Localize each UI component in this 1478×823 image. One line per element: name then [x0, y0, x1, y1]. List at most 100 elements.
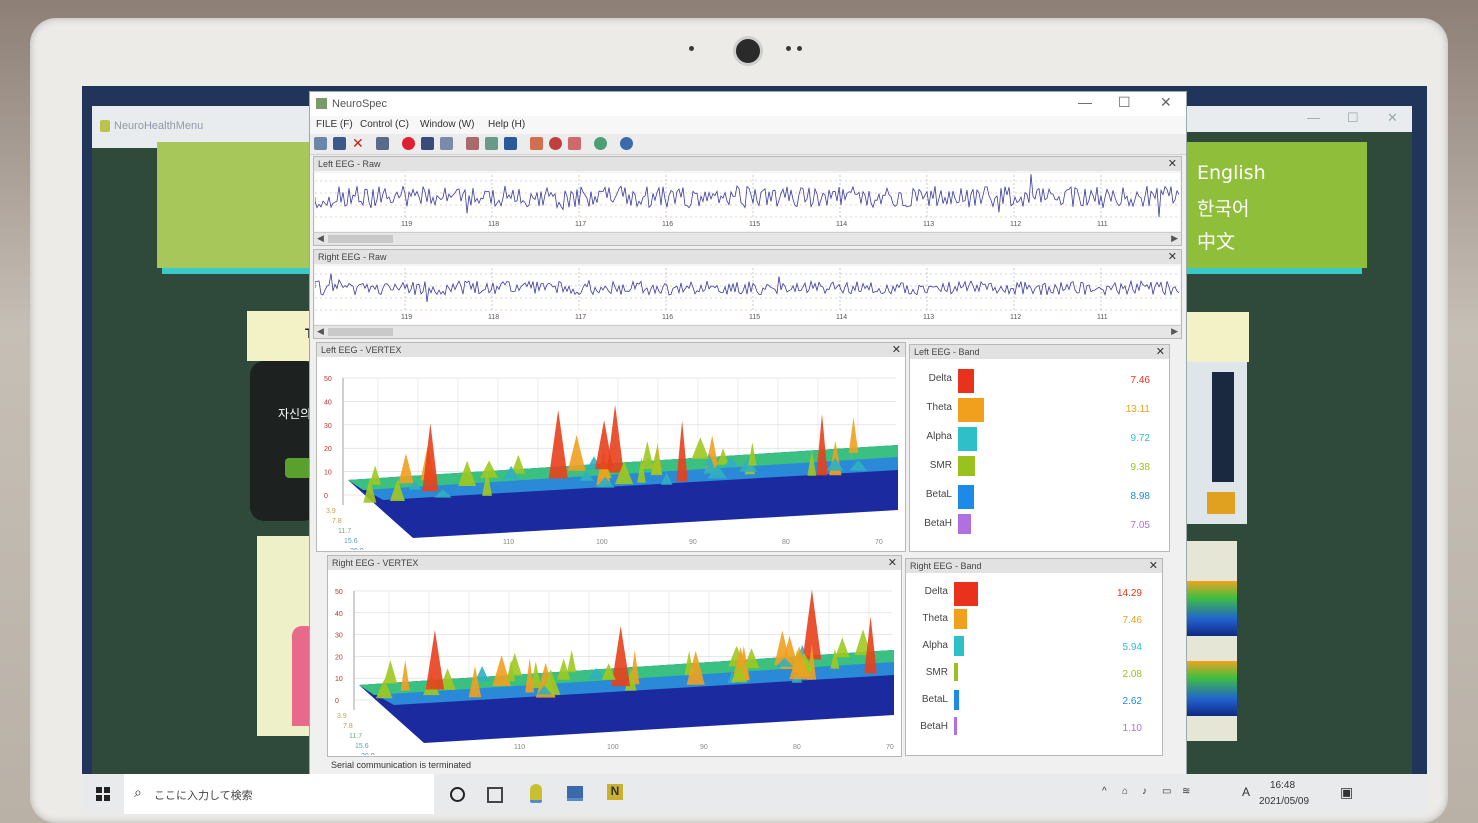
neurospec-taskbar-icon[interactable] — [567, 786, 583, 801]
y-tick-label: 0 — [324, 493, 328, 500]
neurohealth-taskbar-icon[interactable] — [530, 784, 542, 803]
band-bar-delta — [958, 369, 974, 393]
language-english[interactable]: English — [1197, 162, 1266, 184]
spectrum-peak — [511, 454, 526, 474]
band-label-smr: SMR — [925, 667, 948, 678]
spectrum-peak — [748, 442, 757, 466]
close-icon[interactable]: ✕ — [887, 557, 897, 569]
monitor-icon[interactable] — [504, 137, 517, 150]
spectrum-peak — [731, 664, 748, 683]
scroll-right-icon[interactable]: ▶ — [1171, 326, 1178, 336]
close-icon[interactable]: ✕ — [1167, 251, 1177, 263]
close-icon[interactable]: ✕ — [1148, 560, 1158, 572]
band-bar-theta — [958, 398, 984, 422]
grid-icon[interactable] — [530, 137, 543, 150]
x-tick-label: 70 — [875, 539, 883, 546]
waveform-background — [315, 173, 1180, 231]
cortana-icon[interactable] — [450, 787, 465, 802]
spectrum-icon[interactable] — [568, 137, 581, 150]
tray-chevron-icon[interactable]: ^ — [1102, 786, 1107, 797]
band-value-theta: 13.11 — [1125, 404, 1150, 415]
scroll-left-icon[interactable]: ◀ — [317, 326, 324, 336]
clock-time[interactable]: 16:48 — [1270, 780, 1296, 791]
search-input[interactable]: ここに入力して検索 — [154, 789, 253, 802]
band-label-betah: BetaH — [920, 721, 948, 732]
taskbar-search[interactable]: ⌕ ここに入力して検索 — [124, 774, 434, 814]
menu-help[interactable]: Help (H) — [488, 119, 526, 130]
n-app-taskbar-icon[interactable]: N — [607, 784, 623, 800]
minimize-icon[interactable]: — — [1307, 110, 1320, 125]
spectrum-peak — [802, 589, 822, 660]
depth-tick-label: 3.9 — [326, 508, 336, 515]
band-value-delta: 14.29 — [1116, 588, 1142, 599]
tick-label: 118 — [488, 221, 499, 228]
close-button[interactable]: ✕ — [1160, 94, 1172, 110]
scroll-right-icon[interactable]: ▶ — [1171, 233, 1178, 243]
palette-icon[interactable] — [549, 137, 562, 150]
graph-icon[interactable] — [485, 137, 498, 150]
spectrum-peak — [375, 679, 393, 699]
print-icon[interactable] — [376, 137, 389, 150]
record-icon[interactable] — [402, 137, 415, 150]
start-icon[interactable] — [96, 787, 110, 801]
stop-icon[interactable] — [421, 137, 434, 150]
spectrum-peak — [807, 450, 817, 476]
network-icon[interactable]: ⌂ — [1122, 786, 1129, 797]
task-view-icon[interactable] — [487, 787, 503, 803]
tick-label: 112 — [1010, 314, 1021, 321]
scroll-left-icon[interactable]: ◀ — [317, 233, 324, 243]
spectrum-peak — [775, 657, 794, 667]
language-chinese[interactable]: 中文 — [1197, 231, 1236, 253]
3d-spectrum-chart: 504030201003.97.811.715.620.028.11101009… — [324, 376, 898, 550]
menu-card-left-top[interactable]: Te — [247, 311, 320, 361]
3d-spectrum-chart: 504030201003.97.811.715.620.028.11101009… — [335, 589, 894, 755]
volume-icon[interactable]: ♪ — [1142, 786, 1147, 797]
delete-icon[interactable]: ✕ — [352, 135, 364, 151]
spectrum-peak — [383, 660, 398, 684]
pause-icon[interactable] — [440, 137, 453, 150]
band-label-betah: BetaH — [924, 518, 952, 529]
banner-left — [157, 142, 322, 268]
battery-icon[interactable]: ▭ — [1162, 786, 1172, 797]
right-eeg-raw-panel: Right EEG - Raw ✕ 119 118 117 116 115 114 113 1… — [313, 249, 1182, 339]
x-tick-label: 100 — [596, 539, 608, 546]
maximize-icon[interactable]: ☐ — [1347, 110, 1359, 125]
band-value-smr: 9.38 — [1130, 462, 1150, 473]
close-icon[interactable]: ✕ — [891, 344, 901, 356]
minimize-button[interactable]: — — [1078, 94, 1092, 110]
menu-window[interactable]: Window (W) — [420, 119, 475, 130]
tick-label: 116 — [662, 221, 673, 228]
maximize-button[interactable]: ☐ — [1118, 94, 1131, 110]
panel-title: Left EEG - VERTEX — [321, 345, 402, 355]
scroll-thumb[interactable] — [328, 328, 393, 336]
language-korean[interactable]: 한국어 — [1197, 198, 1250, 220]
spectrum-peak — [864, 616, 877, 674]
chart-icon[interactable] — [466, 137, 479, 150]
close-icon[interactable]: ✕ — [1167, 158, 1177, 170]
menu-card-left-bottom[interactable] — [257, 536, 317, 736]
menu-control[interactable]: Control (C) — [360, 119, 409, 130]
notification-icon[interactable]: ▣ — [1340, 784, 1354, 800]
scroll-thumb[interactable] — [328, 235, 393, 243]
menu-card-right-top[interactable]: g — [1177, 312, 1249, 362]
ime-indicator[interactable]: A — [1242, 785, 1251, 799]
band-bar-delta — [954, 582, 978, 606]
y-tick-label: 50 — [335, 589, 343, 596]
horizontal-scrollbar[interactable]: ◀ ▶ — [314, 232, 1181, 245]
globe-icon[interactable] — [594, 137, 607, 150]
close-icon[interactable]: ✕ — [1387, 110, 1398, 125]
band-value-alpha: 9.72 — [1130, 433, 1150, 444]
yes-button[interactable] — [285, 458, 315, 478]
eeg-waveform-line — [315, 273, 1180, 302]
help-icon[interactable] — [620, 137, 633, 150]
horizontal-scrollbar[interactable]: ◀ ▶ — [314, 325, 1181, 338]
save-icon[interactable] — [333, 137, 346, 150]
wifi-icon[interactable]: ≋ — [1182, 786, 1191, 797]
open-icon[interactable] — [314, 137, 327, 150]
tick-label: 115 — [749, 221, 760, 228]
close-icon[interactable]: ✕ — [1155, 346, 1165, 358]
menu-card-left-dark[interactable]: 자신의 — [250, 361, 317, 521]
spectrum-peak — [595, 476, 615, 488]
menu-file[interactable]: FILE (F) — [316, 119, 353, 130]
clock-date[interactable]: 2021/05/09 — [1259, 796, 1310, 807]
